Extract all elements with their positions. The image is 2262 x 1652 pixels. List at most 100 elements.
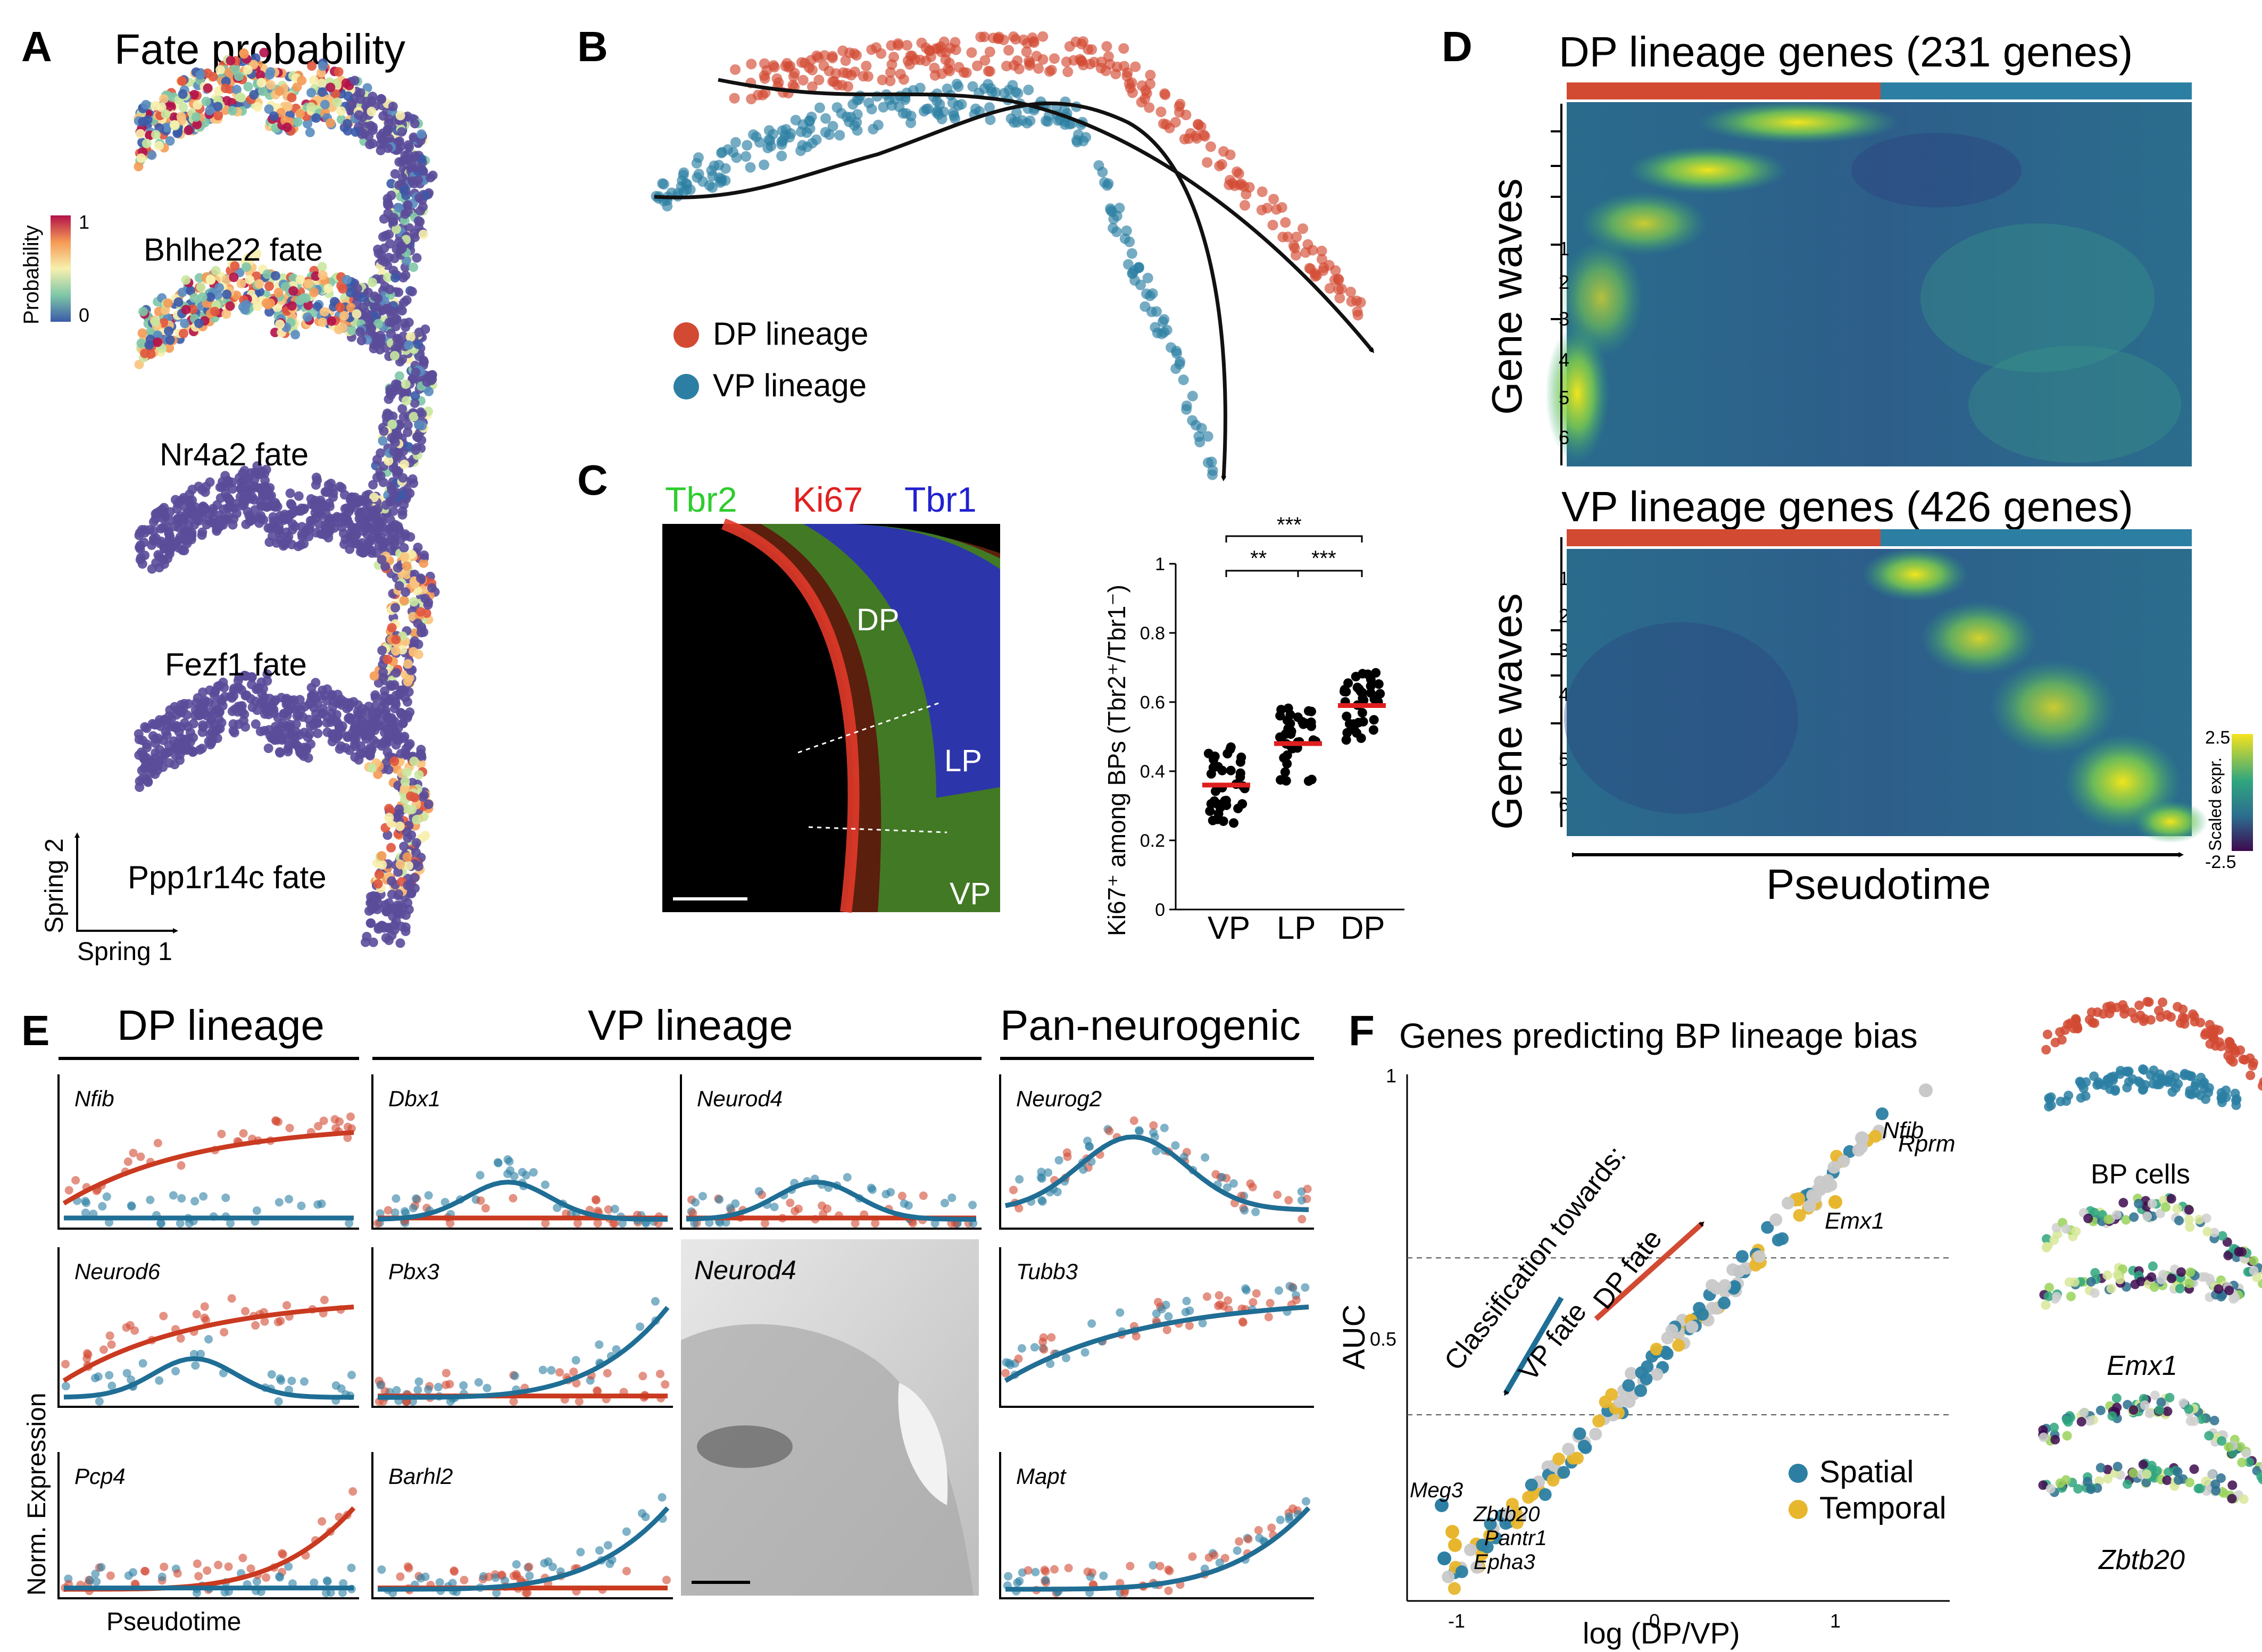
c-dot	[1375, 689, 1385, 699]
trend-dot	[345, 1219, 354, 1228]
trend-dot	[1001, 1369, 1010, 1378]
side-dot	[2207, 1469, 2217, 1479]
trend-dot	[1083, 1136, 1092, 1145]
side-dot	[2061, 1475, 2071, 1485]
f-ytick-05: 0.5	[1370, 1328, 1396, 1350]
trend-dot	[71, 1176, 80, 1185]
side-dot	[2106, 1283, 2116, 1294]
trend-dot	[1198, 1319, 1207, 1328]
trend-dot	[529, 1168, 538, 1177]
trend-dot	[321, 1589, 330, 1597]
trend-dot	[1083, 1567, 1092, 1576]
side-dot	[2107, 1411, 2117, 1421]
trend-dot	[791, 1206, 800, 1215]
side-dot	[2164, 1467, 2174, 1477]
side-dot	[2204, 1431, 2214, 1441]
trend-dot	[716, 1219, 725, 1228]
side-dot	[2156, 1397, 2166, 1407]
dp-fate-arrow	[1594, 1221, 1704, 1321]
trend-dot	[171, 1367, 180, 1376]
trend-dot	[569, 1367, 578, 1376]
trend-dot	[274, 1397, 283, 1406]
trend-dot	[1004, 1572, 1013, 1581]
side-dot	[2185, 1086, 2195, 1096]
trend-dot	[1216, 1300, 1225, 1309]
side-dot	[2089, 1071, 2099, 1081]
side-dot	[2257, 1081, 2262, 1091]
side-dot	[2180, 1013, 2190, 1023]
fate-embedding-2	[134, 248, 437, 527]
side-dot	[2216, 1041, 2226, 1052]
temporal-legend-dot	[1789, 1500, 1808, 1519]
trend-dot	[246, 1564, 255, 1573]
side-dot	[2184, 1279, 2194, 1289]
trend-panel-Mapt: Mapt	[999, 1452, 1314, 1599]
trend-dot	[636, 1322, 645, 1331]
auc-point	[1718, 1279, 1732, 1292]
side-dot	[2223, 1050, 2233, 1061]
c-ytick-label: 1	[1155, 554, 1165, 574]
trend-dot	[338, 1588, 347, 1597]
c-dot	[1307, 774, 1317, 785]
trend-panel-Pbx3: Pbx3	[371, 1247, 673, 1408]
trend-dot	[1006, 1361, 1015, 1370]
side-dot	[2084, 1416, 2094, 1426]
trend-panel-Neurod4: Neurod4	[680, 1074, 982, 1230]
trend-panel-Neurod6: Neurod6	[57, 1247, 359, 1408]
side-dot	[2223, 1250, 2233, 1261]
c-dot	[1306, 706, 1316, 716]
side-dot	[2086, 1276, 2096, 1287]
trend-dot	[1047, 1333, 1056, 1342]
side-dot	[2201, 1213, 2211, 1223]
trend-dot	[573, 1219, 583, 1228]
side-dot	[2209, 1415, 2219, 1425]
trend-dot	[390, 1208, 400, 1217]
trend-dot	[376, 1381, 385, 1390]
c-ytick-label: 0.6	[1140, 692, 1165, 713]
trend-dot	[575, 1397, 584, 1406]
side-dot	[2144, 1408, 2155, 1419]
auc-highlight-point	[1919, 1083, 1933, 1097]
trend-dot	[571, 1356, 580, 1365]
trend-dot	[1135, 1127, 1144, 1136]
trend-dot	[1164, 1312, 1173, 1321]
trend-dot	[284, 1562, 293, 1571]
side-dot	[2172, 1204, 2182, 1214]
trend-dot	[123, 1157, 132, 1166]
trend-dot	[760, 1219, 769, 1228]
trend-dot	[61, 1382, 70, 1391]
panel-label-e: E	[21, 1007, 49, 1054]
side-dot	[2134, 1199, 2144, 1209]
side-dot	[2150, 1390, 2160, 1400]
trend-dot	[1201, 1153, 1210, 1162]
side-dot	[2189, 1464, 2199, 1474]
trend-fit-vp	[1005, 1134, 1309, 1212]
trend-dot	[310, 1578, 319, 1587]
side-dot	[2043, 1291, 2053, 1301]
trend-dot	[1240, 1206, 1249, 1215]
trend-dot	[522, 1171, 531, 1180]
gene-label: Pcp4	[74, 1464, 126, 1489]
c-dot	[1206, 769, 1216, 779]
side-dot	[2230, 1088, 2240, 1098]
trend-dot	[392, 1194, 401, 1203]
trend-dot	[604, 1205, 613, 1214]
trend-dot	[91, 1570, 100, 1579]
c-ytick-label: 0	[1155, 900, 1165, 920]
spatial-legend-label: Spatial	[1819, 1455, 1914, 1489]
gene-label: Dbx1	[388, 1086, 440, 1111]
trend-dot	[273, 1317, 282, 1326]
trend-dot	[440, 1198, 450, 1207]
c-dot	[1342, 728, 1352, 738]
side-dot	[2128, 1468, 2139, 1478]
trend-dot	[1185, 1321, 1194, 1330]
side-dot	[2042, 1241, 2052, 1251]
trend-dot	[1211, 1170, 1220, 1179]
trend-dot	[146, 1195, 155, 1204]
trend-dot	[1266, 1299, 1275, 1308]
side-dot	[2249, 1256, 2259, 1266]
sig-right: ***	[1311, 547, 1336, 570]
side-dot	[2073, 1484, 2083, 1494]
side-dot	[2147, 1199, 2157, 1209]
trend-dot	[593, 1387, 602, 1396]
